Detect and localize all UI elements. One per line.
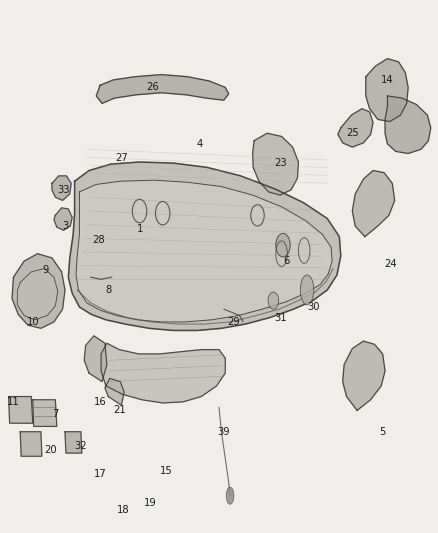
Polygon shape [52,176,71,200]
Text: 26: 26 [147,83,159,92]
Polygon shape [20,432,42,456]
Text: 28: 28 [92,235,105,245]
Text: 8: 8 [105,285,111,295]
Text: 24: 24 [385,260,397,269]
Text: 5: 5 [379,427,386,437]
Polygon shape [65,432,82,453]
Polygon shape [33,400,57,426]
Text: 25: 25 [346,128,359,138]
Polygon shape [68,162,341,330]
Circle shape [226,487,234,504]
Polygon shape [105,378,124,405]
Text: 21: 21 [113,406,126,415]
Polygon shape [76,180,332,322]
Text: 39: 39 [218,427,230,437]
Text: 14: 14 [381,75,394,85]
Text: 33: 33 [57,185,70,195]
Text: 9: 9 [42,265,49,274]
Text: 7: 7 [52,409,59,418]
Circle shape [300,275,314,305]
Text: 15: 15 [160,466,173,476]
Text: 11: 11 [7,397,20,407]
Polygon shape [343,341,385,410]
Polygon shape [101,343,225,403]
Text: 17: 17 [94,470,106,479]
Polygon shape [84,336,107,382]
Text: 27: 27 [115,153,127,163]
Text: 23: 23 [274,158,286,168]
Text: 30: 30 [307,302,320,312]
Polygon shape [338,109,373,147]
Text: 19: 19 [144,498,156,508]
Polygon shape [12,254,65,328]
Ellipse shape [268,292,279,309]
Polygon shape [352,171,395,237]
Text: 32: 32 [74,441,87,450]
Text: 18: 18 [117,505,129,514]
Text: 31: 31 [274,313,286,322]
Polygon shape [96,75,229,103]
Text: 3: 3 [62,221,68,231]
Text: 29: 29 [227,317,240,327]
Text: 10: 10 [26,317,39,327]
Text: 6: 6 [283,256,290,266]
Ellipse shape [276,233,290,257]
Text: 16: 16 [94,397,106,407]
Polygon shape [385,96,431,154]
Polygon shape [253,133,298,195]
Polygon shape [54,208,72,230]
Polygon shape [9,397,33,423]
Text: 1: 1 [136,224,143,234]
Polygon shape [366,59,408,122]
Text: 20: 20 [44,445,57,455]
Polygon shape [18,269,58,320]
Text: 4: 4 [197,139,203,149]
